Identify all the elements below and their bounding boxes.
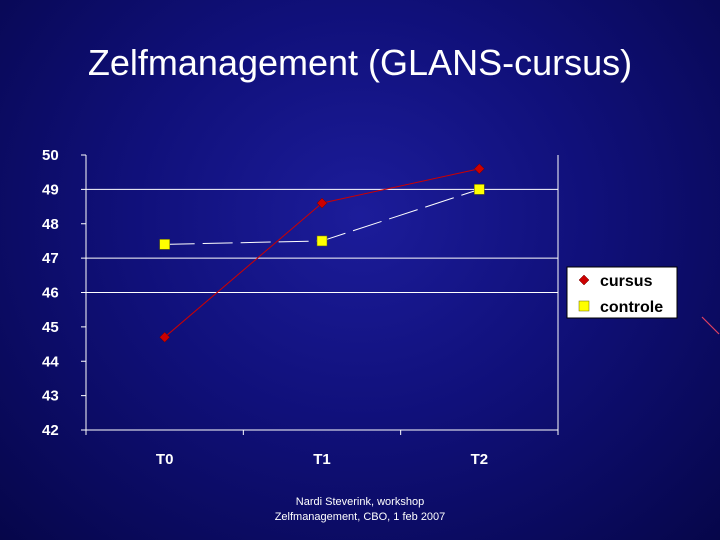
- data-point-cursus: [316, 197, 328, 209]
- y-tick-label: 46: [42, 285, 59, 302]
- legend-controle-marker: [578, 300, 590, 312]
- data-point-controle: [159, 239, 170, 250]
- footer-line-2: Zelfmanagement, CBO, 1 feb 2007: [274, 511, 446, 523]
- legend: cursus controle: [566, 266, 678, 319]
- series-line-cursus: [164, 168, 480, 338]
- data-point-cursus: [159, 331, 171, 343]
- x-ticks: T0 T1 T2: [85, 430, 559, 468]
- y-tick-label: 45: [42, 319, 59, 336]
- legend-controle-label: controle: [600, 299, 663, 316]
- y-tick-label: 50: [42, 147, 59, 164]
- footer: Nardi Steverink, workshop Zelfmanagement…: [0, 495, 720, 525]
- slide-title: Zelfmanagement (GLANS-cursus): [87, 42, 633, 83]
- series: [159, 163, 485, 343]
- footer-line-1: Nardi Steverink, workshop: [295, 496, 425, 508]
- y-ticks: 42 43 44 45 46 47 48 49 50: [42, 147, 86, 439]
- x-tick-label: T2: [471, 451, 489, 468]
- y-tick-label: 43: [42, 388, 59, 405]
- data-point-controle: [474, 184, 485, 195]
- legend-cursus-label: cursus: [600, 273, 653, 290]
- y-tick-label: 42: [42, 422, 59, 439]
- data-point-controle: [316, 235, 328, 247]
- y-tick-label: 47: [42, 250, 59, 267]
- data-point-cursus: [473, 163, 485, 175]
- y-tick-label: 44: [42, 353, 59, 370]
- x-tick-label: T1: [313, 451, 331, 468]
- y-tick-label: 49: [42, 181, 59, 198]
- x-tick-label: T0: [156, 451, 174, 468]
- decorative-line: [701, 316, 720, 335]
- legend-cursus-marker: [578, 274, 590, 286]
- y-tick-label: 48: [42, 216, 59, 233]
